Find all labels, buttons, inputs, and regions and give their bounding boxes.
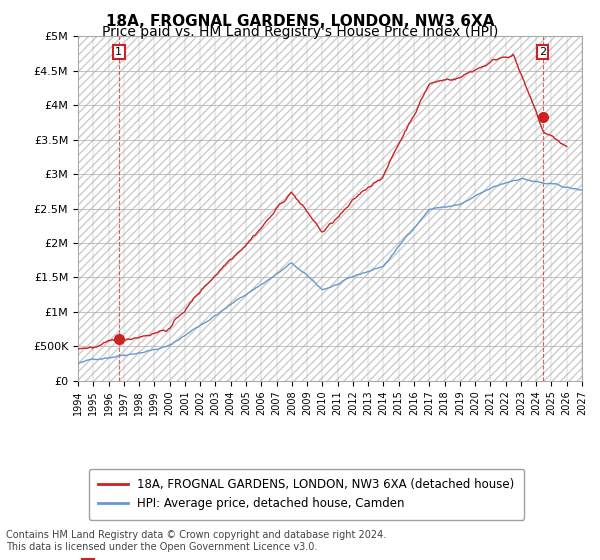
Text: 18A, FROGNAL GARDENS, LONDON, NW3 6XA: 18A, FROGNAL GARDENS, LONDON, NW3 6XA [106,14,494,29]
Text: Price paid vs. HM Land Registry's House Price Index (HPI): Price paid vs. HM Land Registry's House … [102,25,498,39]
Text: 2: 2 [539,46,546,57]
Text: Contains HM Land Registry data © Crown copyright and database right 2024.
This d: Contains HM Land Registry data © Crown c… [6,530,386,552]
Legend: 18A, FROGNAL GARDENS, LONDON, NW3 6XA (detached house), HPI: Average price, deta: 18A, FROGNAL GARDENS, LONDON, NW3 6XA (d… [89,469,524,520]
Text: 1: 1 [115,46,122,57]
